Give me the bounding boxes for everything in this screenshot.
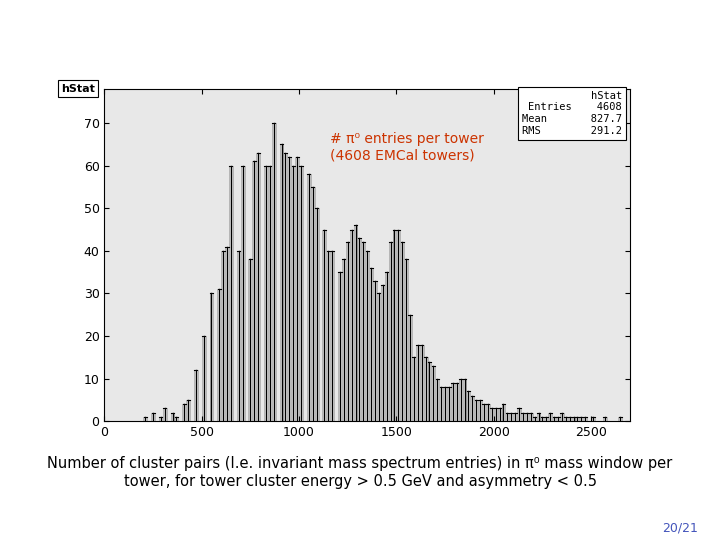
Text: Number of cluster pairs (I.e. invariant mass spectrum entries) in π⁰ mass window: Number of cluster pairs (I.e. invariant …	[48, 456, 672, 489]
Text: hStat
Entries    4608
Mean       827.7
RMS        291.2: hStat Entries 4608 Mean 827.7 RMS 291.2	[522, 91, 622, 136]
Text: EMCal Calibration: EMCal Calibration	[11, 18, 372, 52]
Text: # π⁰ entries per tower
(4608 EMCal towers): # π⁰ entries per tower (4608 EMCal tower…	[330, 132, 485, 163]
Text: hStat: hStat	[61, 84, 95, 94]
Text: 20/21: 20/21	[662, 522, 698, 535]
